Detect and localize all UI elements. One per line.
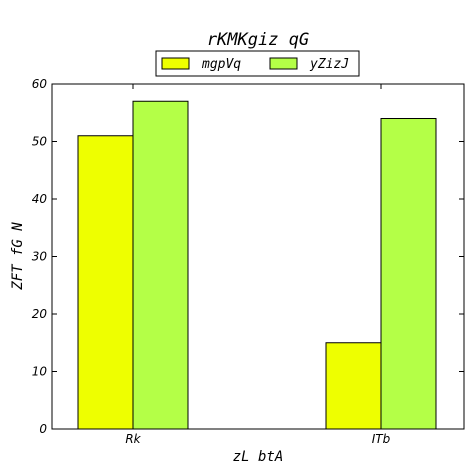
legend-label-mgpVq: mgpVq (201, 57, 241, 72)
plot-area: 0 10 20 30 40 50 60 Rk ITb (32, 77, 465, 446)
legend: mgpVq yZizJ (155, 50, 360, 77)
y-tick-label: 0 (39, 422, 47, 436)
bar-yZizJ-ITb (380, 118, 437, 430)
y-tick-label: 40 (32, 192, 48, 206)
legend-box (155, 50, 360, 77)
bar-mgpVq-Rk (77, 135, 134, 430)
legend-swatch-yZizJ (269, 57, 298, 70)
y-tick-label: 50 (32, 135, 48, 149)
y-tick-label: 20 (32, 307, 48, 321)
y-tick-label: 60 (32, 77, 48, 91)
y-tick-label: 10 (32, 365, 48, 379)
y-axis-label: ZFT fG N (10, 222, 26, 291)
bar-mgpVq-ITb (325, 342, 382, 430)
x-tick-label: ITb (372, 432, 391, 446)
legend-label-yZizJ: yZizJ (309, 57, 349, 72)
x-axis-label: zL btA (233, 449, 284, 465)
chart-title: rKMKgiz qG (207, 30, 309, 50)
bar-yZizJ-Rk (132, 100, 189, 430)
legend-swatch-mgpVq (161, 57, 190, 70)
y-tick-label: 30 (32, 250, 48, 264)
x-tick-label: Rk (125, 432, 141, 446)
